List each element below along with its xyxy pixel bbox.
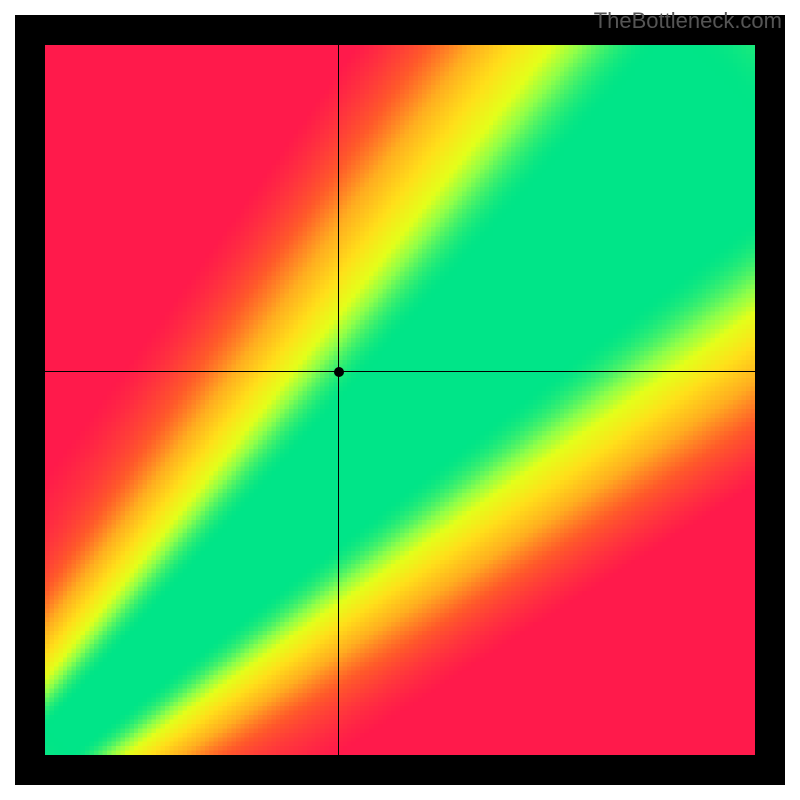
heatmap-canvas: [45, 45, 755, 755]
crosshair-horizontal: [45, 371, 755, 372]
frame-left: [15, 15, 45, 785]
heatmap-plot: [45, 45, 755, 755]
page-root: TheBottleneck.com: [0, 0, 800, 800]
crosshair-point: [334, 367, 344, 377]
frame-right: [755, 15, 785, 785]
crosshair-vertical: [338, 45, 339, 755]
watermark-label: TheBottleneck.com: [594, 8, 782, 34]
frame-bottom: [15, 755, 785, 785]
